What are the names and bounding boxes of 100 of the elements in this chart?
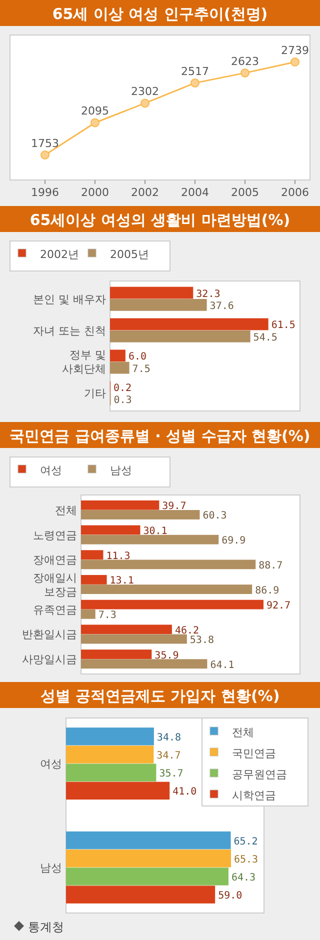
bar: [81, 534, 219, 544]
bar: [81, 650, 152, 659]
y-tick-label: 남성: [40, 861, 62, 874]
data-label: 59.0: [218, 890, 242, 902]
bar: [81, 525, 140, 535]
data-label: 7.3: [98, 610, 116, 622]
data-label: 88.7: [258, 560, 283, 572]
legend-label: 국민연금: [232, 747, 276, 760]
bar: [81, 659, 208, 669]
y-tick-label: 전체: [55, 504, 77, 517]
data-label: 39.7: [162, 501, 186, 512]
bar: [110, 362, 130, 374]
point: [40, 150, 50, 160]
data-label: 46.2: [174, 625, 200, 636]
data-label: 92.7: [266, 600, 291, 612]
legend-label: 시학연금: [232, 789, 276, 802]
y-tick-label: 사망일시금: [22, 653, 77, 666]
chart-title: 65세이상 여성의 생활비 마련방법(%): [30, 211, 290, 229]
bar: [110, 318, 268, 330]
bar: [81, 609, 96, 619]
data-label: 60.3: [202, 510, 227, 522]
data-label: 0.3: [114, 395, 132, 406]
data-label: 34.7: [156, 750, 181, 762]
bar: [66, 850, 231, 868]
y-tick-label: 기타: [84, 387, 106, 400]
bar: [81, 550, 104, 560]
bar: [66, 782, 170, 800]
data-label: 35.7: [159, 768, 184, 780]
data-label: 64.3: [231, 872, 256, 884]
x-tick-label: 1996: [31, 186, 59, 199]
data-label: 35.9: [154, 650, 179, 662]
bar: [110, 298, 207, 311]
legend-label: 2005년: [110, 248, 149, 261]
y-tick-label: 여성: [40, 758, 62, 771]
data-label: 32.3: [196, 288, 220, 300]
data-label: 86.9: [255, 585, 280, 596]
bar: [110, 350, 126, 362]
chart-title: 65세 이상 여성 인구추이(천명): [52, 5, 268, 23]
bar: [81, 500, 160, 510]
bar: [81, 560, 256, 570]
text: 통계청: [28, 920, 64, 934]
data-label: 61.5: [271, 320, 296, 332]
point: [90, 118, 100, 128]
data-label: 69.9: [222, 536, 246, 547]
x-tick-label: 2006: [281, 186, 309, 199]
data-label: 2739: [281, 44, 309, 57]
chart-title: 국민연금 급여종류별 · 성별 수급자 현황(%): [10, 427, 310, 445]
data-label: 65.3: [234, 854, 258, 866]
y-tick-label: 장애연금: [33, 554, 77, 567]
bar: [81, 575, 107, 584]
bar: [66, 868, 228, 886]
data-label: 37.6: [210, 300, 234, 312]
y-tick-label: 노령연금: [33, 528, 77, 542]
point: [240, 68, 250, 78]
data-label: 53.8: [190, 635, 214, 646]
bar: [110, 286, 194, 299]
bar: [66, 831, 231, 850]
bar: [81, 510, 200, 520]
bar: [66, 764, 156, 782]
bar: [66, 886, 216, 904]
data-label: 30.1: [143, 526, 168, 537]
legend-label: 2002년: [40, 248, 79, 261]
bar: [81, 624, 172, 634]
bar: [81, 584, 252, 594]
data-label: 7.5: [132, 364, 150, 375]
y-tick-label: 장애일시 보장금: [33, 572, 77, 598]
legend-label: 공무원연금: [232, 768, 287, 781]
x-tick-label: 2002: [131, 186, 159, 199]
chart-title: 성별 공적연금제도 가입자 현황(%): [40, 687, 280, 705]
point: [190, 78, 200, 88]
data-label: 65.2: [234, 836, 258, 848]
data-label: 2302: [131, 85, 159, 98]
data-label: 2095: [81, 104, 109, 118]
x-tick-label: 2000: [81, 186, 109, 199]
data-label: 41.0: [172, 786, 197, 798]
point: [140, 98, 150, 108]
legend-label: 남성: [110, 464, 132, 477]
data-label: 34.8: [156, 732, 182, 744]
y-tick-label: 반환일시금: [22, 628, 77, 642]
y-tick-label: 정부 및 사회단체: [62, 348, 106, 376]
bar: [66, 728, 154, 746]
data-label: 6.0: [128, 352, 147, 363]
data-label: 64.1: [210, 660, 234, 671]
bar: [81, 600, 264, 610]
bar: [66, 746, 154, 764]
y-tick-label: 자녀 또는 친척: [33, 324, 106, 338]
data-label: 0.2: [114, 383, 132, 394]
x-tick-label: 2005: [231, 186, 259, 199]
bar: [81, 634, 187, 644]
point: [290, 58, 300, 66]
bar: [110, 330, 250, 342]
data-label: 2623: [231, 54, 259, 68]
data-label: 2517: [181, 64, 209, 78]
y-tick-label: 유족연금: [33, 603, 77, 616]
data-label: 1753: [31, 137, 59, 150]
data-label: 13.1: [110, 576, 134, 587]
data-label: 11.3: [106, 550, 130, 562]
legend-label: 전체: [232, 726, 254, 739]
y-tick-label: 본인 및 배우자: [33, 292, 106, 306]
data-label: 54.5: [253, 332, 278, 344]
